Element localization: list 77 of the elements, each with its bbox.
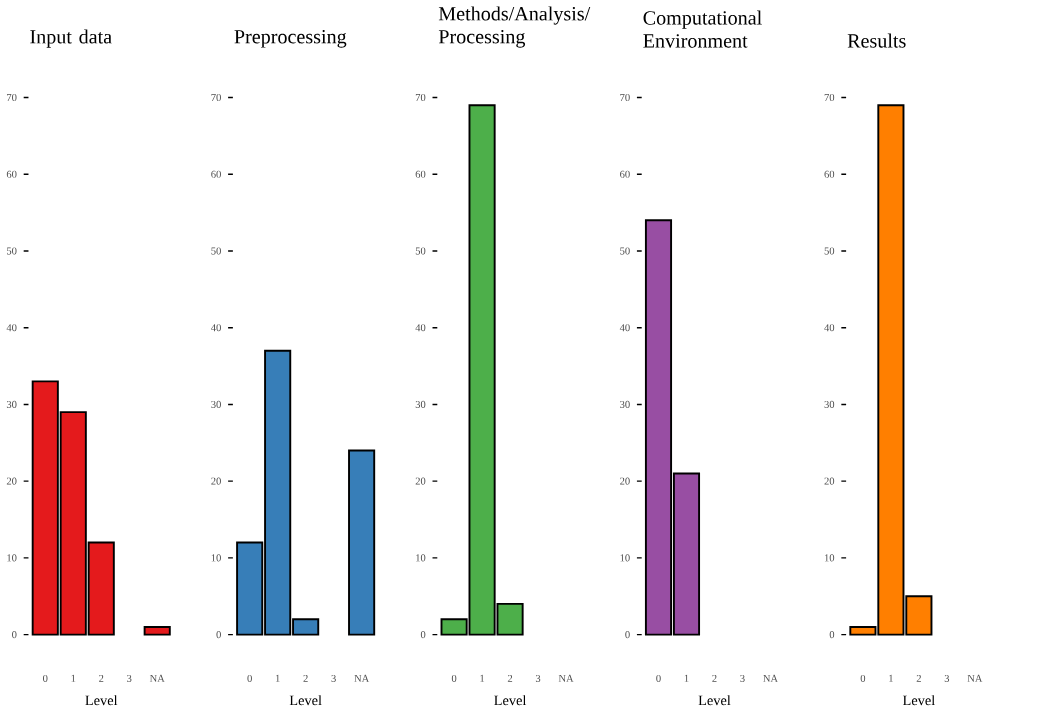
y-tick-label: 40 [6,324,17,332]
x-axis-title: Level [289,695,322,706]
x-axis-title: Level [494,695,527,706]
y-tick-label: 60 [6,170,17,178]
x-tick-label: 2 [99,675,104,683]
y-tick-label: 30 [620,401,630,409]
x-tick-label: 3 [740,675,745,683]
y-tick-label: 10 [211,554,221,562]
x-tick-label: 0 [860,675,866,683]
x-axis-title: Level [698,695,731,706]
y-tick-label: 70 [7,94,17,102]
y-tick-label: 70 [620,94,630,102]
x-tick-label: 3 [127,675,132,683]
x-tick-label: NA [763,675,778,683]
x-tick-label: 1 [889,675,893,683]
y-tick-label: 30 [824,401,835,409]
x-axis-title: Level [902,695,935,706]
x-tick-label: 3 [944,675,950,683]
y-tick-label: 20 [620,477,630,485]
x-tick-label: 2 [712,675,717,683]
y-tick-label: 20 [824,477,835,485]
y-tick-label: 10 [416,554,426,562]
y-tick-label: 0 [216,631,221,639]
x-axis-title: Level [85,695,118,706]
y-tick-label: 0 [420,631,426,639]
x-tick-label: NA [354,675,370,683]
y-tick-label: 20 [415,477,426,485]
y-tick-label: 40 [824,324,835,332]
x-tick-label: 1 [684,675,689,683]
y-tick-label: 70 [415,94,426,102]
y-tick-label: 10 [7,554,17,562]
y-tick-label: 50 [415,247,426,255]
y-tick-label: 0 [625,631,630,639]
x-tick-label: 2 [303,675,308,683]
y-tick-label: 50 [6,247,17,255]
y-tick-label: 60 [620,170,630,178]
x-tick-label: 1 [275,675,280,683]
y-tick-label: 40 [415,324,426,332]
y-tick-label: 20 [211,477,221,485]
x-tick-label: 2 [916,675,921,683]
chart-title: Input data [30,29,112,48]
chart-title: Computational Environment [643,10,762,48]
x-tick-label: 3 [535,675,541,683]
x-tick-label: 0 [43,675,48,683]
y-tick-label: 10 [620,554,630,562]
y-tick-label: 40 [619,324,630,332]
y-tick-label: 30 [6,401,17,409]
y-tick-label: 30 [415,401,426,409]
y-tick-label: 0 [829,631,835,639]
y-tick-label: 50 [620,247,630,255]
y-tick-label: 10 [824,554,835,562]
x-tick-label: NA [967,675,983,683]
y-tick-label: 60 [824,170,835,178]
x-tick-label: 1 [480,675,485,683]
x-tick-label: 0 [451,675,457,683]
y-tick-label: 20 [6,477,17,485]
x-tick-label: 3 [331,675,336,683]
x-tick-label: 2 [507,675,513,683]
chart-title: Results [847,33,906,48]
x-tick-label: 0 [656,675,661,683]
chart-title: Methods/Analysis/ Processing [438,6,591,48]
bar [143,626,171,636]
y-tick-label: 70 [824,94,835,102]
y-tick-label: 60 [211,170,221,178]
chart-title: Preprocessing [234,30,347,48]
x-tick-label: NA [558,675,574,683]
y-tick-label: 60 [415,170,426,178]
bar [348,449,376,636]
x-tick-label: 1 [71,675,76,683]
y-tick-label: 50 [824,247,835,255]
y-tick-label: 50 [211,247,221,255]
y-tick-label: 40 [211,324,221,332]
y-tick-label: 0 [12,631,17,639]
x-tick-label: 0 [247,675,252,683]
y-tick-label: 30 [211,401,221,409]
x-tick-label: NA [149,675,165,683]
y-tick-label: 70 [211,94,221,102]
